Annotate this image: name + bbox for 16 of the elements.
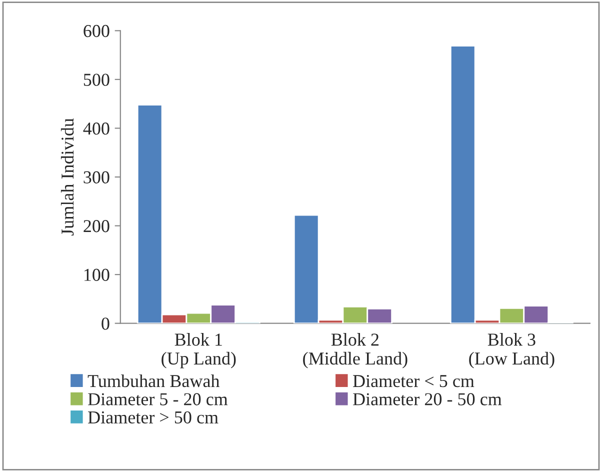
x-tick-label: Blok 3 (Low Land) [469,333,554,368]
x-tick-label: Blok 2 (Middle Land) [303,333,408,368]
y-tick-label: 0 [102,318,110,330]
legend-label: Diameter > 50 cm [88,411,218,424]
y-tick-label: 400 [83,122,110,135]
y-tick-label: 500 [84,74,110,86]
y-tick-label: 200 [84,220,110,232]
y-tick-label: 300 [84,171,110,184]
y-tick-label: 600 [84,24,110,38]
x-tick-label: Blok 1 (Up Land) [162,333,236,368]
y-tick-label: 100 [84,268,110,281]
y-axis-title: Jumlah Individu [60,118,74,236]
legend-label: Diameter 20 - 50 cm [353,393,502,406]
legend-label: Tumbuhan Bawah [88,374,220,388]
legend-label: Diameter 5 - 20 cm [88,393,228,406]
legend-label: Diameter < 5 cm [353,375,474,388]
